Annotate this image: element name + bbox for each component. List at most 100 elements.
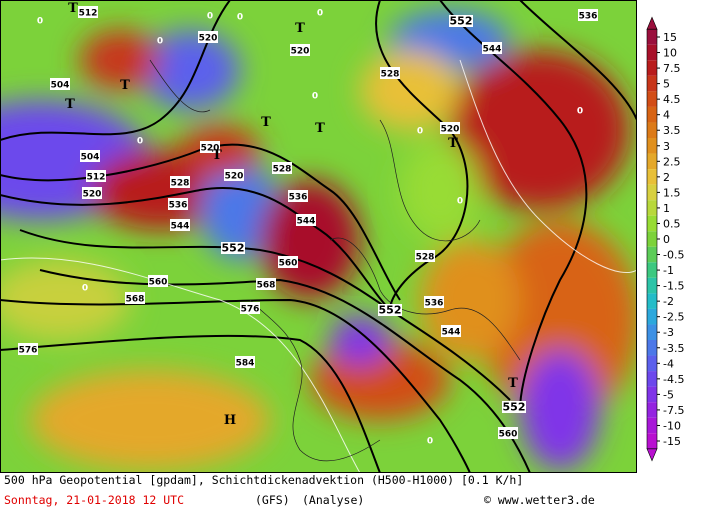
colorbar-cell (647, 308, 657, 325)
colorbar-label: -3 (663, 326, 674, 339)
label-box (148, 275, 168, 287)
contour-label: 568 (257, 281, 276, 291)
colorbar-label: -0.5 (663, 249, 684, 262)
pressure-center: T (295, 21, 305, 36)
colorbar-cell (647, 355, 657, 372)
contour-label: 576 (241, 305, 260, 315)
colorbar-frame (646, 28, 658, 450)
colorbar-label: 4.5 (663, 93, 681, 106)
colorbar-cap (646, 16, 658, 30)
label-box (482, 42, 502, 54)
label-box (200, 141, 220, 153)
contour-label: 520 (441, 125, 460, 135)
colorbar-label: 4 (663, 109, 670, 122)
colorbar-cell (647, 91, 657, 107)
colorbar-label: -15 (663, 435, 681, 448)
colorbar-cell (647, 433, 657, 449)
label-box (296, 214, 316, 226)
contour-label: 552 (503, 401, 526, 414)
contour-label: 560 (149, 278, 168, 288)
label-box (221, 242, 245, 254)
contour-label: 520 (83, 190, 102, 200)
label-box (278, 256, 298, 268)
contour-label: 504 (51, 81, 70, 91)
contour-label: 536 (425, 299, 444, 309)
label-box (449, 15, 473, 27)
colorbar-cell (647, 293, 657, 309)
label-box (240, 302, 260, 314)
label-box (378, 304, 402, 316)
colorbar-cell (647, 277, 657, 294)
label-box (424, 296, 444, 308)
label-box (256, 278, 276, 290)
label-box (578, 9, 598, 21)
colorbar-label: -4.5 (663, 373, 684, 386)
contour-label: 0 (427, 437, 433, 447)
pressure-center: H (224, 413, 236, 428)
contour-label: 0 (37, 17, 43, 27)
contour-label: 0 (157, 37, 163, 47)
colorbar-cell (647, 138, 657, 154)
footer-run: (Analyse) (302, 493, 364, 507)
contour-label: 504 (81, 153, 100, 163)
contour-label: 0 (457, 197, 463, 207)
colorbar-cell (647, 371, 657, 387)
contour-label: 568 (126, 295, 145, 305)
contour-label: 544 (171, 222, 190, 232)
colorbar-cell (647, 29, 657, 45)
footer-model: (GFS) (255, 493, 290, 507)
contour-label: 536 (289, 193, 308, 203)
colorbar-label: -10 (663, 419, 681, 432)
colorbar-cell (647, 106, 657, 123)
colorbar-label: 1.5 (663, 186, 681, 199)
label-box (290, 44, 310, 56)
colorbar-cell (647, 417, 657, 434)
zero-lines (0, 59, 637, 473)
colorbar-cap (646, 448, 658, 462)
label-box (441, 325, 461, 337)
colorbar-cell (647, 44, 657, 61)
contour-label: 584 (236, 359, 255, 369)
colorbar-cell (647, 169, 657, 185)
colorbar-cell (647, 262, 657, 278)
footer-title: 500 hPa Geopotential [gpdam], Schichtdic… (4, 473, 523, 487)
colorbar-cell (647, 215, 657, 232)
contour-label: 528 (273, 165, 292, 175)
pressure-center: T (68, 1, 78, 16)
label-box (170, 219, 190, 231)
pressure-center: T (120, 78, 130, 93)
colorbar-cell (647, 122, 657, 138)
colorbar-label: 7.5 (663, 62, 681, 75)
colorbar-cell (647, 200, 657, 216)
colorbar-label: -2.5 (663, 311, 684, 324)
label-box (82, 187, 102, 199)
pressure-center: T (212, 148, 222, 163)
contour-label: 520 (291, 47, 310, 57)
colorbar-cell (647, 386, 657, 403)
colorbar-cell (647, 402, 657, 418)
colorbar-label: 0.5 (663, 217, 681, 230)
contour-label: 576 (19, 346, 38, 356)
label-box (170, 176, 190, 188)
contour-label: 536 (579, 12, 598, 22)
contour-label: 544 (483, 45, 502, 55)
colorbar-cell (647, 246, 657, 263)
colorbar-cell (647, 231, 657, 247)
colorbar-label: 3 (663, 140, 670, 153)
contour-label: 552 (379, 304, 402, 317)
contour-label: 0 (137, 137, 143, 147)
label-box (86, 170, 106, 182)
colorbar-cell (647, 184, 657, 201)
coastlines (149, 59, 521, 462)
contour-label: 536 (169, 201, 188, 211)
colorbar-label: 15 (663, 31, 677, 44)
label-box (224, 169, 244, 181)
label-box (80, 150, 100, 162)
contour-label: 560 (499, 430, 518, 440)
label-box (50, 78, 70, 90)
footer-date: Sonntag, 21-01-2018 12 UTC (4, 493, 184, 507)
label-box (125, 292, 145, 304)
colorbar-label: 3.5 (663, 124, 681, 137)
